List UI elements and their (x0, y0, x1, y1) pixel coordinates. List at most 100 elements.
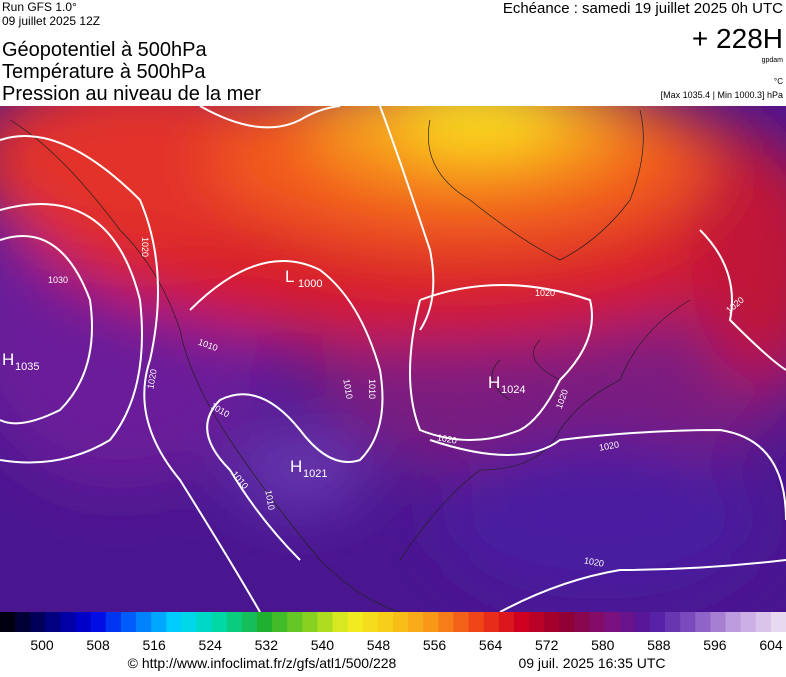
colorbar-swatch (740, 612, 757, 632)
isobar-label: 1020 (140, 237, 150, 257)
temperature-field (0, 106, 786, 600)
colorbar-tick-label: 572 (535, 637, 559, 653)
colorbar-swatch (649, 612, 666, 632)
colorbar-tick-label: 532 (255, 637, 279, 653)
colorbar-tick-label: 540 (311, 637, 335, 653)
colorbar-swatch (30, 612, 46, 632)
colorbar-tick-label: 508 (86, 637, 110, 653)
isobar-label: 1010 (341, 378, 354, 399)
isobar-label: 1010 (263, 489, 276, 510)
title-2: Température à 500hPa (2, 61, 206, 83)
colorbar-swatch (377, 612, 394, 632)
colorbar-swatch (604, 612, 621, 632)
center-value: 1000 (298, 278, 322, 290)
colorbar-swatch (15, 612, 31, 632)
colorbar-swatch (513, 612, 530, 632)
isobar-label: 1020 (535, 288, 555, 298)
colorbar-tick-label: 580 (591, 637, 615, 653)
center-letter: H (2, 350, 14, 369)
colorbar-swatch (438, 612, 454, 632)
colorbar: 500 508 516 524 532 540 548 556 564 572 580 588 596 6… (0, 612, 786, 653)
coastlines (9, 109, 691, 612)
colorbar-swatch (45, 612, 61, 632)
colorbar-swatch (634, 612, 651, 632)
unit-height: gpdam (762, 57, 784, 64)
colorbar-swatch (544, 612, 560, 632)
title-1: Géopotentiel à 500hPa (2, 39, 207, 61)
unit-temp: °C (774, 77, 783, 86)
isobar-label: 1020 (583, 555, 604, 568)
isobar-label: 1020 (436, 432, 457, 445)
colorbar-swatch (665, 612, 681, 632)
colorbar-swatch (770, 612, 786, 632)
colorbar-swatch (468, 612, 485, 632)
colorbar-swatch (317, 612, 334, 632)
colorbar-swatch (453, 612, 470, 632)
center-value: 1021 (303, 468, 327, 480)
colorbar-swatch (589, 612, 606, 632)
colorbar-tick-label: 516 (142, 637, 166, 653)
timestamp: 09 juil. 2025 16:35 UTC (518, 655, 665, 671)
isobar-label: 1010 (367, 379, 377, 399)
colorbar-tick-label: 604 (759, 637, 783, 653)
center-letter: H (290, 457, 302, 476)
colorbar-swatch (498, 612, 515, 632)
colorbar-swatch (287, 612, 303, 632)
colorbar-swatch (105, 612, 122, 632)
valid-time: Echéance : samedi 19 juillet 2025 0h UTC (503, 0, 783, 17)
colorbar-swatch (483, 612, 500, 632)
colorbar-swatch (725, 612, 742, 632)
colorbar-tick-label: 588 (647, 637, 671, 653)
colorbar-tick-label: 556 (423, 637, 447, 653)
colorbar-swatch (347, 612, 364, 632)
colorbar-tick-label: 548 (367, 637, 391, 653)
isobar-label: 1020 (598, 439, 619, 452)
colorbar-swatch (75, 612, 92, 632)
colorbar-swatch (151, 612, 167, 632)
colorbar-swatch (256, 612, 273, 632)
isobars (0, 106, 786, 612)
colorbar-swatch (710, 612, 727, 632)
colorbar-swatch (559, 612, 575, 632)
colorbar-swatch (529, 612, 545, 632)
isobar-label: 1030 (48, 275, 68, 285)
colorbar-swatch (60, 612, 77, 632)
title-3: Pression au niveau de la mer (2, 83, 261, 105)
run-label: Run GFS 1.0° (2, 0, 77, 14)
colorbar-swatch (619, 612, 636, 632)
colorbar-swatch (272, 612, 288, 632)
colorbar-swatch (120, 612, 137, 632)
colorbar-swatch (211, 612, 228, 632)
lead-time: + 228H (692, 23, 783, 54)
colorbar-swatch (241, 612, 258, 632)
colorbar-swatch (302, 612, 318, 632)
colorbar-tick-label: 564 (479, 637, 503, 653)
center-value: 1035 (15, 361, 39, 373)
pressure-range: [Max 1035.4 | Min 1000.3] hPa (661, 90, 783, 100)
colorbar-swatch (136, 612, 152, 632)
run-date: 09 juillet 2025 12Z (2, 14, 100, 28)
colorbar-swatch (574, 612, 590, 632)
colorbar-swatch (393, 612, 409, 632)
colorbar-swatch (226, 612, 243, 632)
colorbar-tick-label: 500 (30, 637, 54, 653)
colorbar-swatch (166, 612, 182, 632)
colorbar-swatch (196, 612, 213, 632)
colorbar-tick-label: 524 (199, 637, 223, 653)
colorbar-swatch (0, 612, 16, 632)
source-url: © http://www.infoclimat.fr/z/gfs/atl1/50… (128, 655, 397, 671)
center-value: 1024 (501, 384, 525, 396)
isobar-label: 1020 (145, 368, 158, 389)
colorbar-swatch (181, 612, 197, 632)
colorbar-swatch (362, 612, 379, 632)
colorbar-tick-label: 596 (703, 637, 727, 653)
colorbar-swatch (408, 612, 424, 632)
colorbar-swatch (680, 612, 696, 632)
colorbar-swatch (755, 612, 772, 632)
colorbar-swatch (90, 612, 107, 632)
colorbar-swatch (423, 612, 439, 632)
center-letter: H (488, 373, 500, 392)
colorbar-swatch (332, 612, 349, 632)
